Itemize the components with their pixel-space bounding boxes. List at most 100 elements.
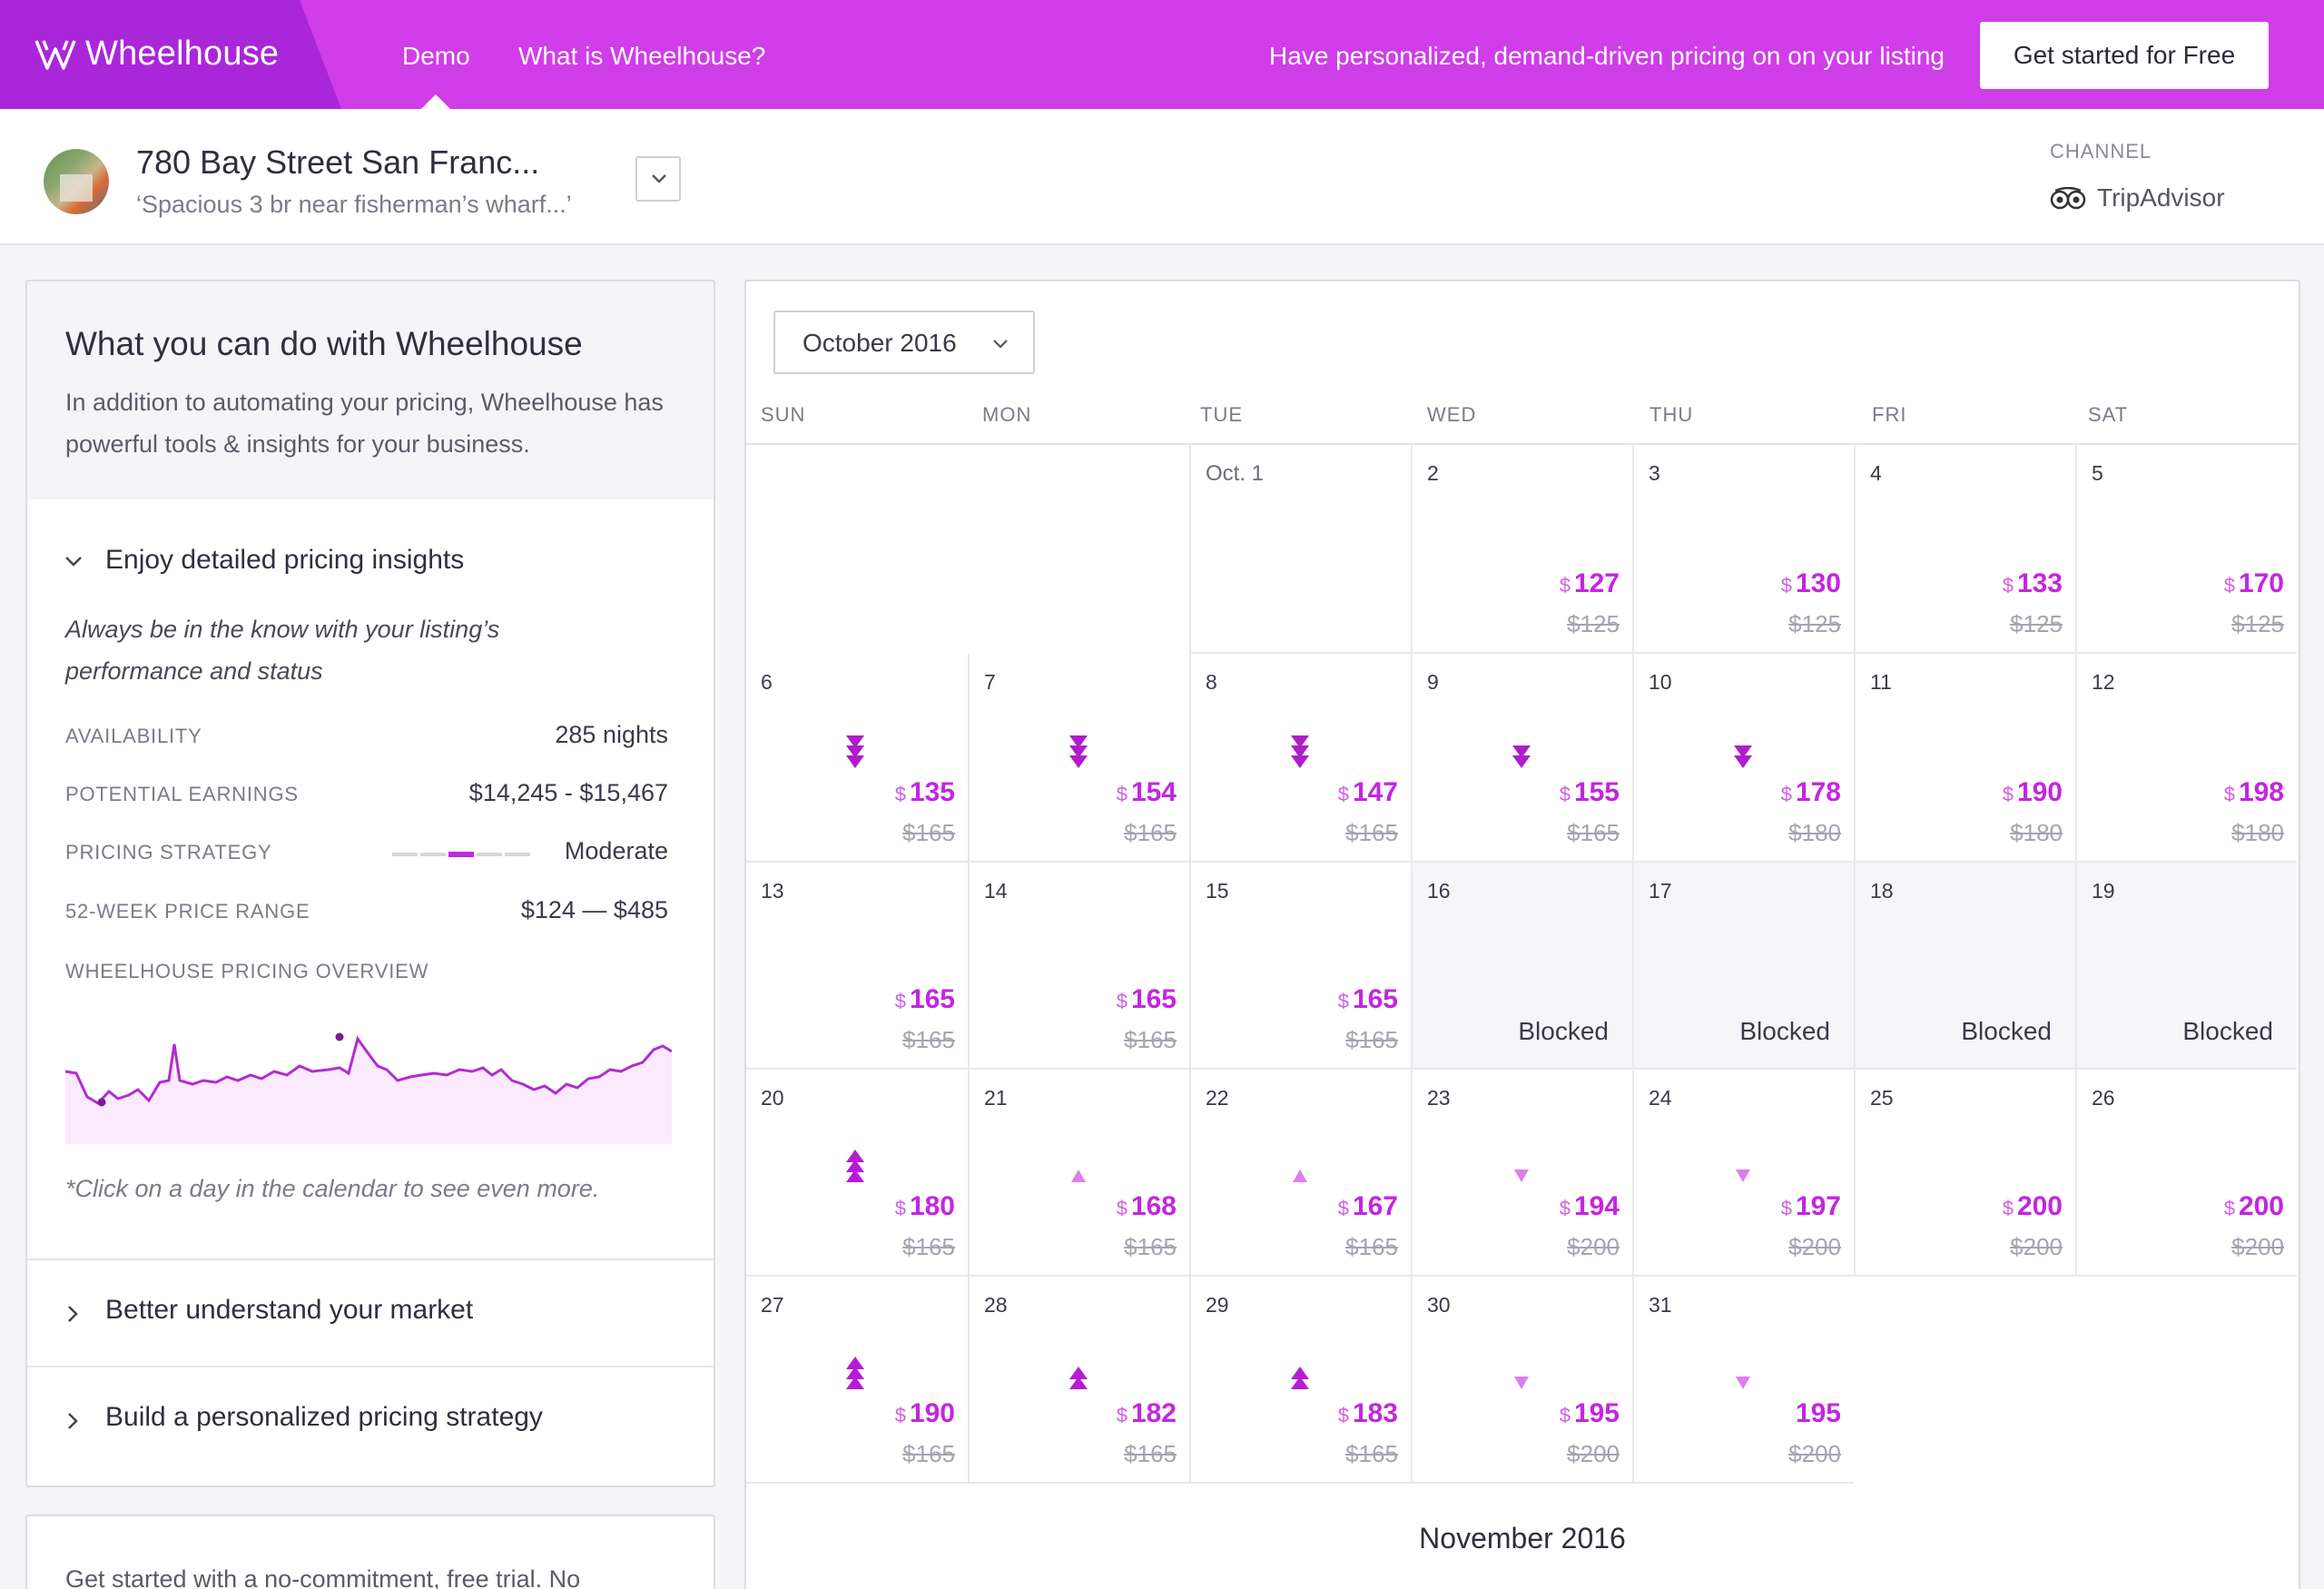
calendar-day-cell[interactable]: 9 $155 $165 (1411, 654, 1632, 863)
calendar-day-cell[interactable]: 23 $194 $200 (1411, 1070, 1632, 1277)
suggested-price: $147 (1338, 777, 1398, 808)
price-value: 198 (2238, 777, 2284, 807)
panel-header: What you can do with Wheelhouse In addit… (27, 281, 714, 499)
chevron-down-icon[interactable] (64, 554, 84, 568)
calendar-day-cell[interactable]: 28 $182 $165 (968, 1277, 1189, 1484)
calendar-day-cell[interactable]: 8 $147 $165 (1189, 654, 1411, 863)
suggested-price: $127 (1560, 568, 1620, 599)
day-number: 2 (1427, 461, 1439, 485)
day-number: 23 (1427, 1086, 1451, 1110)
price-down-icon (1069, 735, 1088, 768)
calendar-day-cell[interactable]: 18 Blocked (1854, 863, 2075, 1070)
suggested-price: $200 (2224, 1191, 2284, 1222)
stat-label-pricing-strategy: PRICING STRATEGY (65, 841, 272, 864)
calendar-day-cell[interactable]: 11 $190 $180 (1854, 654, 2075, 863)
calendar-day-cell[interactable]: 2 $127 $125 (1411, 445, 1632, 654)
channel-name[interactable]: TripAdvisor (2097, 183, 2225, 212)
calendar-day-cell[interactable]: 22 $167 $165 (1189, 1070, 1411, 1277)
accordion-understand-market[interactable]: Better understand your market (105, 1295, 474, 1325)
calendar-day-cell[interactable]: 5 $170 $125 (2075, 445, 2297, 654)
stat-value-availability: 285 nights (555, 721, 668, 748)
day-number: 15 (1206, 879, 1229, 903)
calendar-day-cell[interactable]: 21 $168 $165 (968, 1070, 1189, 1277)
next-month-title: November 2016 (1419, 1522, 1626, 1554)
price-value: 170 (2238, 568, 2284, 598)
original-price: $125 (1788, 610, 1841, 637)
currency-symbol: $ (1559, 783, 1571, 805)
original-price: $165 (902, 819, 955, 846)
calendar-day-cell[interactable]: 14 $165 $165 (968, 863, 1189, 1070)
calendar-day-cell[interactable]: 29 $183 $165 (1189, 1277, 1411, 1484)
brand-name: Wheelhouse (85, 35, 280, 73)
currency-symbol: $ (1337, 990, 1349, 1012)
calendar-day-cell[interactable]: 24 $197 $200 (1632, 1070, 1854, 1277)
month-select[interactable]: October 2016 (773, 311, 1035, 374)
calendar-day-cell[interactable]: 27 $190 $165 (746, 1277, 968, 1484)
calendar-day-cell[interactable]: 16 Blocked (1411, 863, 1632, 1070)
calendar-day-cell[interactable]: 25 $200 $200 (1854, 1070, 2075, 1277)
calendar-day-cell[interactable]: 13 $165 $165 (746, 863, 968, 1070)
suggested-price: $167 (1338, 1191, 1398, 1222)
calendar-day-cell[interactable]: Oct. 1 (1189, 445, 1411, 654)
accordion-pricing-strategy[interactable]: Build a personalized pricing strategy (105, 1402, 543, 1432)
accordion-pricing-insights[interactable]: Enjoy detailed pricing insights (105, 545, 465, 575)
nav-what-is[interactable]: What is Wheelhouse? (518, 42, 766, 70)
suggested-price: $165 (895, 984, 955, 1015)
price-value: 182 (1130, 1398, 1177, 1428)
calendar-day-cell[interactable]: 20 $180 $165 (746, 1070, 968, 1277)
suggested-price: $135 (895, 777, 955, 808)
currency-symbol: $ (894, 1404, 906, 1426)
calendar-day-cell[interactable]: 26 $200 $200 (2075, 1070, 2297, 1277)
day-number: 19 (2092, 879, 2115, 903)
price-value: 127 (1573, 568, 1620, 598)
divider (27, 1366, 714, 1367)
stat-value-pricing-strategy: Moderate (564, 837, 668, 864)
calendar-day-cell[interactable]: 31 195 $200 (1632, 1277, 1854, 1484)
chevron-down-icon (993, 340, 1008, 349)
month-select-value: October 2016 (803, 329, 957, 357)
currency-symbol: $ (1116, 783, 1128, 805)
day-number: Oct. 1 (1206, 461, 1265, 486)
brand-area[interactable]: Wheelhouse (0, 0, 341, 109)
suggested-price: $180 (895, 1191, 955, 1222)
day-number: 11 (1870, 670, 1892, 694)
price-value: 147 (1352, 777, 1398, 807)
listing-dropdown-button[interactable] (635, 156, 681, 202)
suggested-price: $194 (1560, 1191, 1620, 1222)
stat-label-price-range: 52-WEEK PRICE RANGE (65, 900, 310, 923)
get-started-button[interactable]: Get started for Free (1980, 22, 2269, 89)
price-value: 165 (909, 984, 955, 1014)
suggested-price: $178 (1781, 777, 1841, 808)
original-price: $200 (1567, 1233, 1620, 1260)
day-number: 16 (1427, 879, 1451, 903)
currency-symbol: $ (894, 783, 906, 805)
calendar-day-cell[interactable]: 7 $154 $165 (968, 654, 1189, 863)
divider (746, 443, 2299, 445)
calendar-day-cell[interactable]: 17 Blocked (1632, 863, 1854, 1070)
chevron-right-icon[interactable] (65, 1411, 80, 1431)
pricing-overview-label: WHEELHOUSE PRICING OVERVIEW (65, 960, 429, 982)
calendar-day-cell[interactable]: 6 $135 $165 (746, 654, 968, 863)
price-value: 197 (1795, 1191, 1841, 1221)
price-value: 200 (2016, 1191, 2063, 1221)
listing-avatar (44, 149, 109, 214)
calendar-day-cell[interactable]: 30 $195 $200 (1411, 1277, 1632, 1484)
day-number: 8 (1206, 670, 1217, 694)
suggested-price: $200 (2003, 1191, 2063, 1222)
nav-demo[interactable]: Demo (402, 42, 470, 70)
weekday-label: TUE (1200, 403, 1243, 426)
pricing-strategy-meter (392, 852, 530, 857)
calendar-day-cell[interactable]: 3 $130 $125 (1632, 445, 1854, 654)
price-down-icon (1514, 1170, 1529, 1182)
calendar-day-cell[interactable]: 15 $165 $165 (1189, 863, 1411, 1070)
calendar-day-cell[interactable]: 19 Blocked (2075, 863, 2297, 1070)
calendar-day-cell[interactable]: 12 $198 $180 (2075, 654, 2297, 863)
chevron-right-icon[interactable] (65, 1304, 80, 1324)
price-down-icon (1736, 1170, 1750, 1182)
calendar-day-cell[interactable]: 10 $178 $180 (1632, 654, 1854, 863)
day-number: 4 (1870, 461, 1882, 485)
currency-symbol: $ (1559, 574, 1571, 597)
calendar-day-cell[interactable]: 4 $133 $125 (1854, 445, 2075, 654)
divider (27, 1258, 714, 1260)
suggested-price: $195 (1560, 1398, 1620, 1429)
